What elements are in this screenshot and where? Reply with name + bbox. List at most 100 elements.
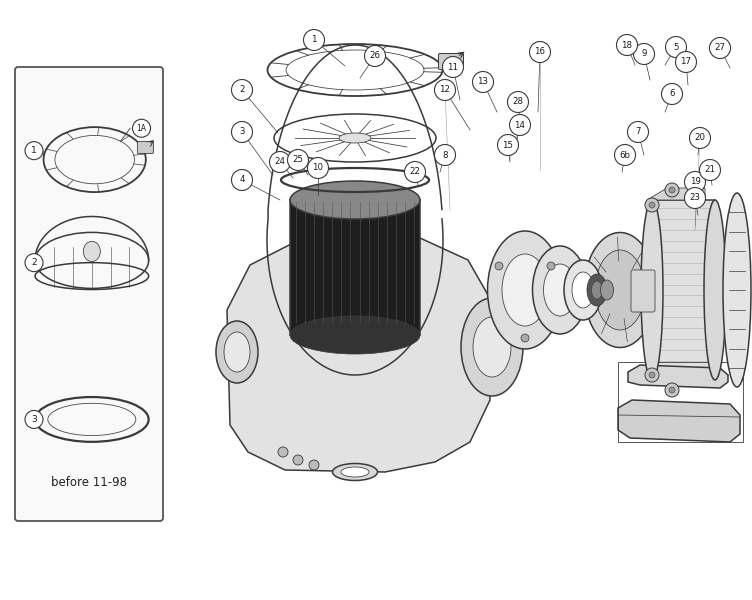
Text: 9: 9 xyxy=(641,49,647,58)
Text: 1: 1 xyxy=(311,35,317,44)
Text: 26: 26 xyxy=(369,52,381,61)
Text: 19: 19 xyxy=(690,178,700,187)
FancyBboxPatch shape xyxy=(138,142,153,154)
Circle shape xyxy=(690,127,711,148)
Circle shape xyxy=(614,145,635,166)
Text: 4: 4 xyxy=(239,175,244,185)
Polygon shape xyxy=(290,200,420,335)
Circle shape xyxy=(675,52,696,73)
Circle shape xyxy=(669,387,675,393)
Circle shape xyxy=(308,157,329,179)
Ellipse shape xyxy=(704,200,726,380)
Text: 25: 25 xyxy=(293,155,304,164)
Text: 11: 11 xyxy=(447,62,459,71)
Ellipse shape xyxy=(290,316,420,354)
Circle shape xyxy=(25,142,43,160)
Polygon shape xyxy=(628,365,728,388)
Text: 13: 13 xyxy=(478,77,489,86)
Text: 12: 12 xyxy=(439,85,450,94)
FancyBboxPatch shape xyxy=(438,53,463,70)
Ellipse shape xyxy=(595,250,645,330)
Circle shape xyxy=(547,262,555,270)
Circle shape xyxy=(709,37,730,58)
Circle shape xyxy=(472,71,493,92)
Text: 1: 1 xyxy=(31,146,37,155)
Circle shape xyxy=(617,34,638,55)
Circle shape xyxy=(521,334,529,342)
FancyBboxPatch shape xyxy=(631,270,655,312)
Text: before 11-98: before 11-98 xyxy=(51,476,127,488)
Circle shape xyxy=(510,115,530,136)
Circle shape xyxy=(25,410,43,428)
Circle shape xyxy=(529,41,550,62)
Polygon shape xyxy=(618,400,740,442)
Circle shape xyxy=(645,368,659,382)
Circle shape xyxy=(666,37,687,58)
Circle shape xyxy=(309,460,319,470)
Ellipse shape xyxy=(564,260,602,320)
Text: 3: 3 xyxy=(31,415,37,424)
Polygon shape xyxy=(647,188,705,200)
Text: 5: 5 xyxy=(673,43,679,52)
Text: 21: 21 xyxy=(705,166,715,175)
Ellipse shape xyxy=(502,254,548,326)
Circle shape xyxy=(649,202,655,208)
Circle shape xyxy=(304,29,325,50)
Circle shape xyxy=(699,160,720,181)
Ellipse shape xyxy=(461,298,523,396)
Circle shape xyxy=(495,262,503,270)
Ellipse shape xyxy=(532,246,587,334)
Circle shape xyxy=(684,187,705,208)
Text: 24: 24 xyxy=(274,157,286,166)
Circle shape xyxy=(232,79,253,100)
Text: 7: 7 xyxy=(635,127,641,136)
Ellipse shape xyxy=(339,133,371,143)
Circle shape xyxy=(25,254,43,272)
Text: 16: 16 xyxy=(535,47,545,56)
Ellipse shape xyxy=(584,232,656,347)
Circle shape xyxy=(645,198,659,212)
Ellipse shape xyxy=(572,272,594,308)
Text: 14: 14 xyxy=(514,121,526,130)
Circle shape xyxy=(633,43,654,64)
Circle shape xyxy=(365,46,386,67)
Circle shape xyxy=(508,91,529,113)
Ellipse shape xyxy=(544,264,577,316)
Text: 6b: 6b xyxy=(620,151,630,160)
Circle shape xyxy=(269,151,290,173)
Circle shape xyxy=(665,183,679,197)
Circle shape xyxy=(649,372,655,378)
Ellipse shape xyxy=(592,281,602,299)
Circle shape xyxy=(293,455,303,465)
Circle shape xyxy=(278,447,288,457)
Circle shape xyxy=(669,187,675,193)
Ellipse shape xyxy=(341,467,369,477)
Circle shape xyxy=(665,383,679,397)
Circle shape xyxy=(405,161,426,182)
Text: 2: 2 xyxy=(239,85,244,94)
Circle shape xyxy=(232,169,253,191)
Ellipse shape xyxy=(332,463,378,481)
Text: 3: 3 xyxy=(239,127,244,136)
Ellipse shape xyxy=(641,200,663,380)
Circle shape xyxy=(132,119,150,137)
Text: 6: 6 xyxy=(669,89,675,98)
Text: 15: 15 xyxy=(502,140,514,149)
Polygon shape xyxy=(652,200,715,380)
Ellipse shape xyxy=(473,317,511,377)
Circle shape xyxy=(662,83,683,104)
Text: 22: 22 xyxy=(410,167,420,176)
Text: 27: 27 xyxy=(714,43,726,52)
Circle shape xyxy=(684,172,705,193)
Text: 17: 17 xyxy=(681,58,692,67)
Text: 20: 20 xyxy=(695,133,705,142)
Text: 10: 10 xyxy=(313,163,323,173)
Polygon shape xyxy=(227,232,490,472)
Ellipse shape xyxy=(601,280,614,300)
Ellipse shape xyxy=(83,241,100,262)
Circle shape xyxy=(232,121,253,142)
Circle shape xyxy=(627,121,648,142)
Text: 28: 28 xyxy=(513,97,523,107)
Ellipse shape xyxy=(290,181,420,219)
Text: 23: 23 xyxy=(690,193,701,202)
